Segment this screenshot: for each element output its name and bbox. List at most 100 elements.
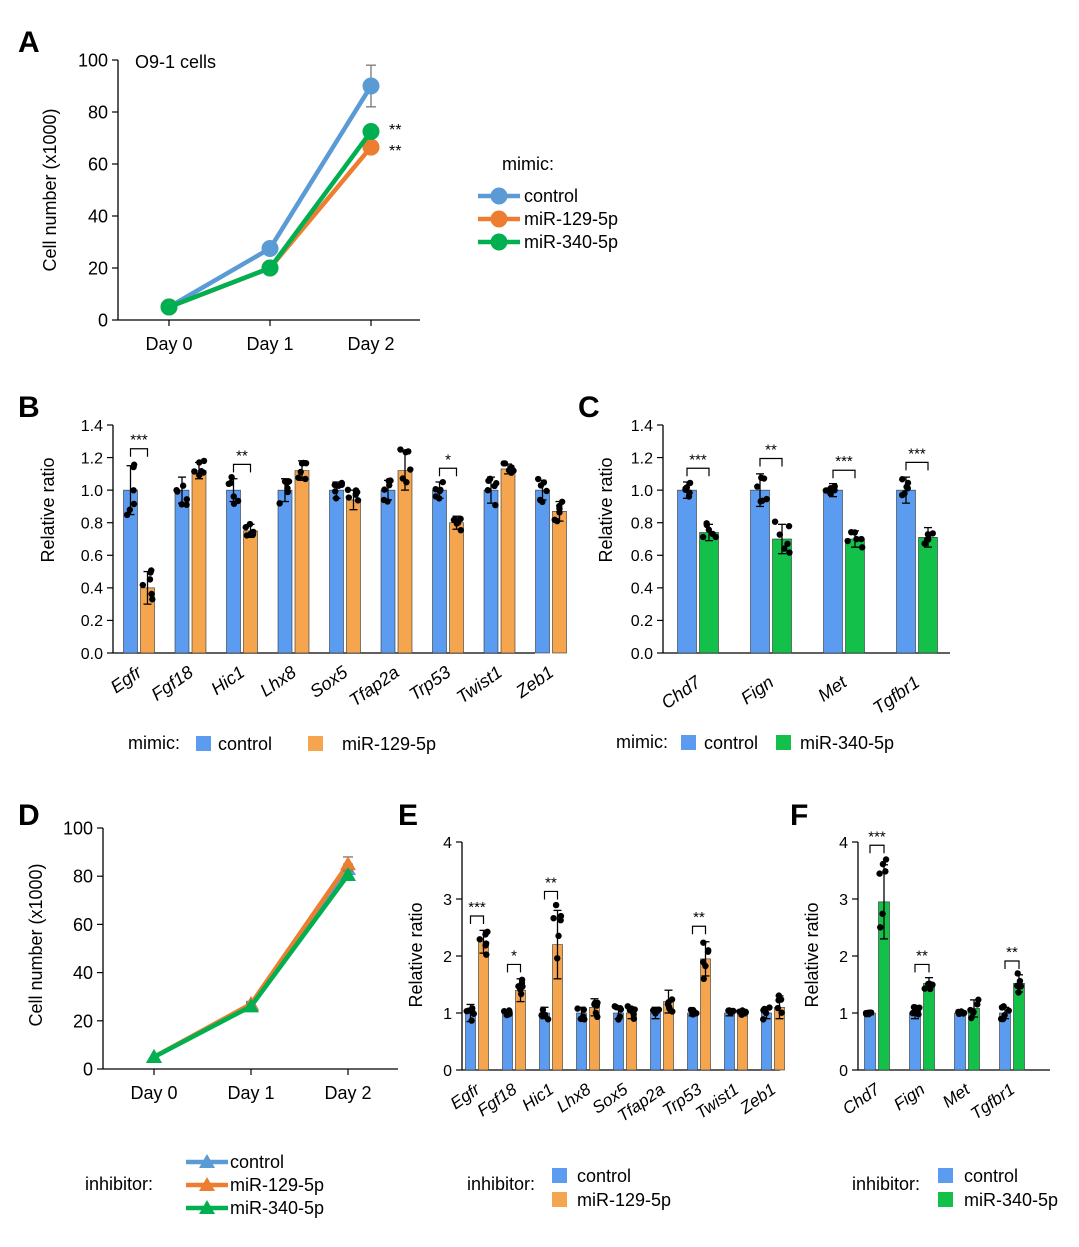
data-dot	[975, 996, 982, 1003]
data-dot	[439, 478, 446, 486]
bar-mir129	[478, 941, 489, 1071]
legend-label-mir340: miR-340-5p	[800, 733, 894, 753]
data-dot	[915, 1011, 922, 1018]
bracket-line	[232, 463, 252, 473]
x-tick-label: Fign	[737, 672, 777, 708]
data-dot	[626, 1006, 634, 1014]
data-dot	[130, 487, 137, 494]
data-dot	[543, 487, 550, 495]
data-dot	[652, 1010, 659, 1017]
data-dot	[246, 520, 254, 528]
significance-label: ***	[868, 828, 886, 845]
data-dot	[517, 990, 525, 998]
y-tick-label: 0.2	[631, 613, 653, 630]
bar-mir340	[772, 538, 792, 654]
y-axis-label: Relative ratio	[38, 457, 58, 562]
data-dot	[139, 581, 147, 589]
significance-bracket: ***	[832, 453, 856, 479]
data-dot	[955, 1010, 963, 1018]
bar-control	[724, 1012, 735, 1071]
data-dot	[500, 460, 507, 467]
data-dot	[397, 446, 404, 453]
bar-control	[483, 489, 499, 654]
y-tick-label: 0.4	[631, 581, 653, 598]
y-tick-label: 3	[839, 892, 848, 909]
bar-control	[226, 489, 241, 654]
data-dot	[179, 482, 187, 489]
panel-label: B	[18, 391, 40, 424]
bar-control	[909, 1012, 921, 1071]
y-axis-label: Relative ratio	[596, 457, 616, 562]
legend-label-mir340: miR-340-5p	[964, 1190, 1058, 1210]
data-dot	[468, 1017, 475, 1024]
data-dot	[858, 535, 865, 543]
bar-control	[277, 489, 293, 654]
significance-label: ***	[908, 445, 926, 462]
y-tick-label: 100	[63, 818, 93, 838]
y-tick-label: 0.0	[631, 646, 653, 663]
y-tick-label: 4	[839, 835, 848, 852]
bracket-line	[686, 467, 710, 477]
legend-swatch-control	[196, 736, 211, 751]
data-dot	[927, 985, 934, 993]
x-tick-label: Met	[814, 671, 851, 705]
bar-control	[687, 1012, 698, 1071]
legend-swatch-mir340	[776, 735, 791, 750]
legend-label-control: control	[230, 1152, 284, 1172]
significance-bracket: ***	[468, 899, 486, 924]
significance-label: *	[511, 947, 517, 964]
bar-control	[677, 489, 697, 654]
x-tick-label: Day 0	[130, 1083, 177, 1103]
y-tick-label: 1.4	[81, 418, 103, 435]
x-tick-label: Twist1	[692, 1080, 742, 1123]
x-tick-label: Day 0	[145, 334, 192, 354]
bracket-line	[129, 448, 149, 457]
panel-label: D	[18, 799, 40, 832]
bar-control	[864, 1012, 876, 1071]
significance-bracket: **	[543, 874, 559, 900]
data-dot	[669, 1008, 676, 1015]
data-dot	[778, 1009, 785, 1016]
data-dot	[1005, 1007, 1012, 1014]
data-point	[340, 856, 356, 871]
data-point	[243, 998, 259, 1013]
data-dot	[617, 1006, 625, 1013]
data-dot	[399, 475, 407, 482]
bar-control	[750, 489, 770, 654]
data-dot	[705, 947, 712, 954]
x-tick-label: Twist1	[453, 662, 506, 707]
data-point	[199, 1154, 215, 1168]
data-dot	[699, 533, 707, 541]
data-dot	[352, 487, 360, 494]
significance-bracket: *	[506, 947, 522, 973]
chart-panel-a: A 0 20 40 60 80 100 Day 0 Day 1 Day 2 O9-1 cells **…	[18, 26, 618, 354]
x-tick-label: Day 2	[324, 1083, 371, 1103]
data-dot	[230, 500, 238, 507]
bracket-line	[759, 457, 783, 467]
significance-label: **	[236, 447, 248, 464]
significance-label: *	[445, 451, 451, 468]
data-dot	[923, 536, 931, 543]
legend-label-control: control	[704, 733, 758, 753]
data-dot	[899, 491, 906, 499]
data-dot	[484, 487, 491, 494]
data-point	[199, 1177, 215, 1191]
data-dot	[858, 544, 866, 551]
data-dot	[611, 1003, 618, 1010]
bar-control	[954, 1012, 966, 1071]
legend-swatch-control	[938, 1168, 953, 1183]
legend-title: inhibitor:	[852, 1174, 920, 1194]
data-dot	[470, 1010, 478, 1017]
y-tick-label: 0	[839, 1063, 848, 1080]
data-dot	[700, 939, 707, 946]
y-axis-label: Relative ratio	[406, 902, 426, 1007]
bar-mir129	[397, 470, 413, 654]
bracket-line	[905, 461, 929, 471]
legend: mimic: control miR-129-5p	[128, 733, 436, 754]
bar-mir340	[1013, 983, 1025, 1071]
data-dot	[332, 495, 340, 502]
legend-title: mimic:	[502, 154, 554, 174]
x-tick-label: Hic1	[519, 1080, 558, 1115]
data-dot	[557, 917, 564, 924]
